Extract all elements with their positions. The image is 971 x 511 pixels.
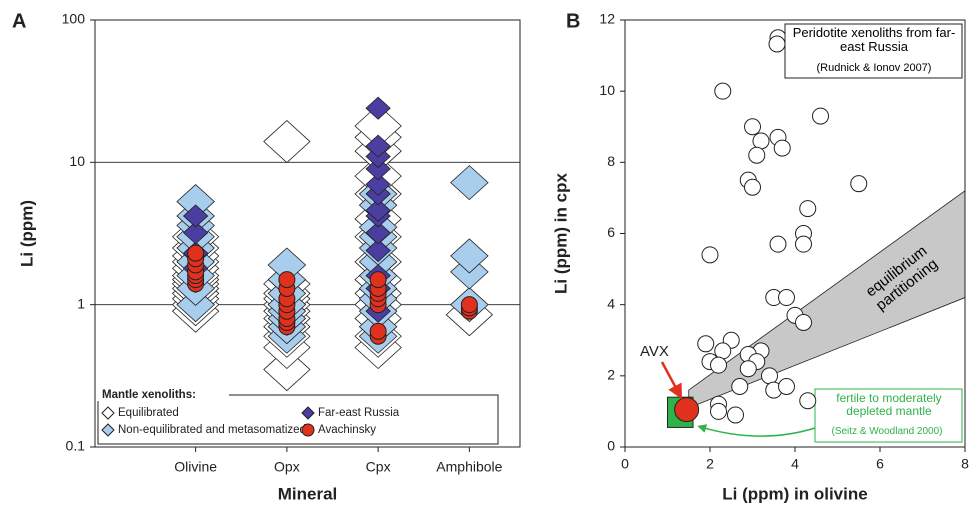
point	[365, 172, 391, 196]
avx-label: AVX	[640, 343, 669, 360]
legend-box	[784, 23, 963, 79]
point	[714, 82, 732, 100]
point	[748, 146, 766, 164]
point	[812, 107, 829, 125]
y-tick-label: 4	[607, 295, 615, 311]
legend-title-bg	[97, 387, 229, 401]
legend-box	[97, 394, 499, 445]
point	[365, 96, 391, 120]
box-label: fertile to moderately depleted mantle	[836, 391, 942, 419]
x-tick-label: 4	[791, 456, 799, 472]
fertile-label-box	[814, 388, 963, 443]
point	[744, 118, 761, 136]
legend-marker	[768, 35, 786, 53]
point	[369, 322, 387, 340]
legend-title: Mantle xenoliths:	[102, 389, 196, 401]
y-tick-label: 10	[599, 82, 615, 98]
point	[365, 239, 391, 263]
point	[769, 235, 787, 253]
avx-arrow	[660, 361, 683, 400]
plot-frame	[624, 19, 966, 448]
point	[365, 157, 391, 181]
y-tick-label: 1	[77, 295, 85, 311]
x-tick-label: Olivine	[174, 459, 217, 475]
legend-marker	[301, 423, 315, 437]
x-axis-label: Mineral	[278, 484, 338, 503]
point	[799, 392, 817, 410]
fertile-arrow	[697, 424, 816, 437]
point	[460, 296, 478, 314]
y-tick-label: 100	[62, 11, 86, 27]
legend-label: Far-east Russia	[318, 407, 400, 419]
point	[850, 175, 868, 193]
point	[365, 198, 391, 222]
x-tick-label: 6	[876, 456, 884, 472]
plot-frame	[94, 19, 521, 448]
point	[697, 335, 715, 353]
point	[714, 342, 732, 360]
legend-marker	[301, 406, 315, 420]
panel-label: B	[566, 10, 580, 32]
y-tick-label: 0	[607, 438, 615, 454]
x-tick-label: Opx	[274, 459, 300, 475]
point	[752, 132, 770, 150]
point	[710, 402, 727, 420]
point	[710, 356, 727, 374]
point	[795, 235, 812, 253]
legend-label: Equilibrated	[118, 407, 179, 419]
y-tick-label: 10	[69, 153, 85, 169]
legend-label: Peridotite xenoliths from far-east Russi…	[792, 25, 956, 55]
y-axis-label: Li (ppm)	[17, 200, 36, 267]
point	[727, 406, 744, 424]
point	[450, 165, 489, 201]
y-tick-label: 6	[607, 224, 615, 240]
legend-label: Avachinsky	[318, 424, 376, 436]
point	[182, 221, 209, 245]
point	[674, 397, 700, 423]
panel-label: A	[12, 10, 26, 32]
point	[773, 139, 791, 157]
point	[795, 313, 812, 331]
x-tick-label: Amphibole	[436, 459, 502, 475]
legend-note: (Rudnick & Ionov 2007)	[816, 62, 932, 74]
x-axis-label: Li (ppm) in olivine	[722, 484, 867, 503]
legend-label: Non-equilibrated and metasomatized	[118, 424, 306, 436]
point	[182, 204, 209, 228]
box-source: (Seitz & Woodland 2000)	[831, 426, 943, 437]
point	[701, 246, 719, 264]
point	[450, 238, 489, 274]
point	[187, 244, 205, 262]
point	[778, 289, 795, 307]
x-tick-label: 8	[961, 456, 969, 472]
point	[739, 360, 757, 378]
point	[731, 378, 749, 396]
point	[799, 200, 817, 218]
point	[365, 221, 391, 245]
point	[263, 348, 311, 392]
point	[744, 178, 761, 196]
y-axis-label: Li (ppm) in cpx	[551, 173, 570, 294]
y-tick-label: 0.1	[66, 438, 86, 454]
legend-marker	[101, 406, 115, 420]
y-tick-label: 12	[599, 11, 615, 27]
x-tick-label: Cpx	[366, 459, 391, 475]
point	[761, 367, 778, 385]
point	[365, 134, 391, 158]
y-tick-label: 2	[607, 367, 615, 383]
y-tick-label: 8	[607, 153, 615, 169]
point	[278, 271, 296, 289]
point	[369, 271, 387, 289]
point	[778, 378, 795, 396]
partition-band	[688, 190, 966, 409]
point	[263, 119, 311, 164]
x-tick-label: 0	[621, 456, 629, 472]
x-tick-label: 2	[706, 456, 714, 472]
legend-marker	[101, 423, 115, 437]
